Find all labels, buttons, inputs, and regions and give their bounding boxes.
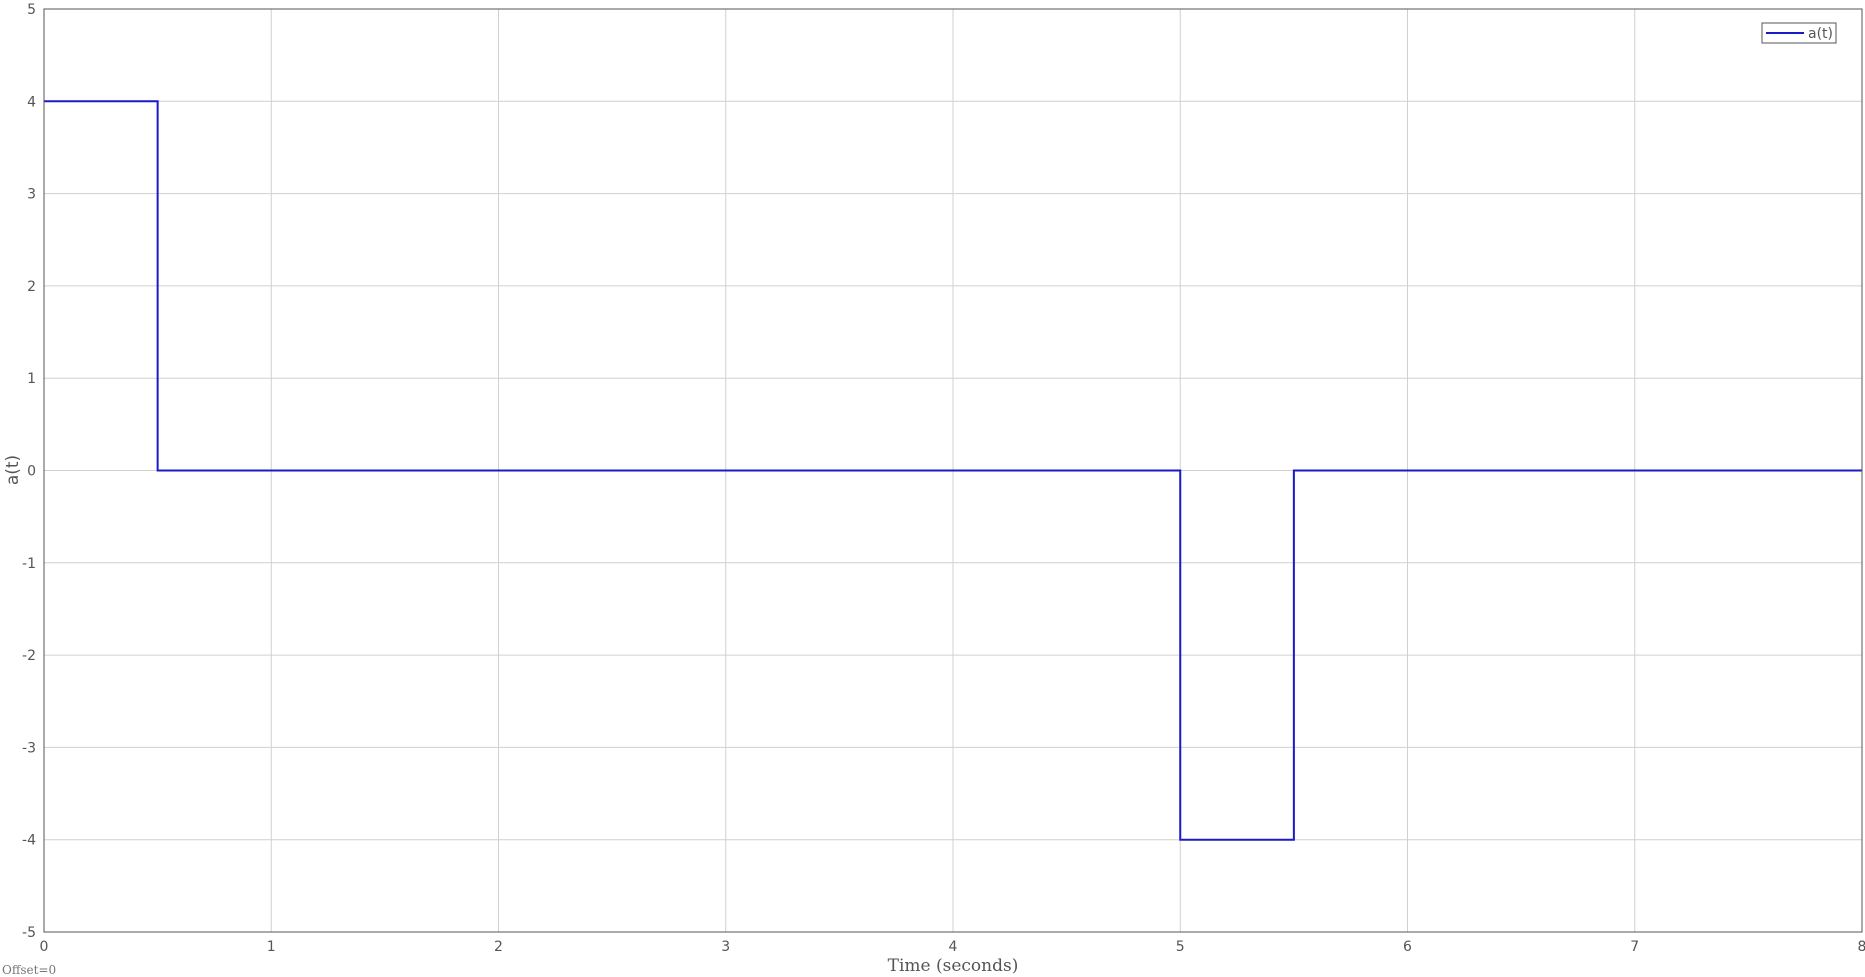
y-tick-label: -3 [22, 740, 36, 756]
plot-frame [43, 8, 1863, 933]
x-tick-label: 3 [721, 939, 730, 955]
data-layer [44, 100, 1862, 841]
x-tick-label: 5 [1176, 939, 1185, 955]
y-tick-label: -2 [22, 648, 36, 664]
y-tick-label: -4 [22, 833, 36, 849]
y-tick-label: 2 [27, 279, 36, 295]
y-tick-label: 0 [27, 464, 36, 480]
x-tick-label: 0 [40, 939, 49, 955]
x-tick-label: 7 [1630, 939, 1639, 955]
tick-labels: 0 1 2 3 4 5 6 7 8 5 4 3 2 1 0 -1 -2 -3 -4 -5 [22, 2, 1865, 955]
y-tick-label: 5 [27, 2, 36, 18]
y-tick-label: 4 [27, 94, 36, 110]
x-tick-label: 1 [267, 939, 276, 955]
legend[interactable]: a(t) [1761, 22, 1837, 44]
offset-footnote: Offset=0 [2, 963, 56, 977]
x-tick-label: 4 [949, 939, 958, 955]
y-tick-label: -1 [22, 556, 36, 572]
x-tick-label: 8 [1858, 939, 1865, 955]
x-tick-label: 6 [1403, 939, 1412, 955]
x-tick-label: 2 [494, 939, 503, 955]
y-tick-label: -5 [22, 925, 36, 941]
series-line-0 [44, 100, 1862, 841]
x-axis-title: Time (seconds) [888, 956, 1019, 976]
y-tick-label: 1 [27, 371, 36, 387]
legend-label: a(t) [1808, 26, 1833, 42]
y-axis-title: a(t) [3, 455, 23, 485]
y-tick-label: 3 [27, 187, 36, 203]
